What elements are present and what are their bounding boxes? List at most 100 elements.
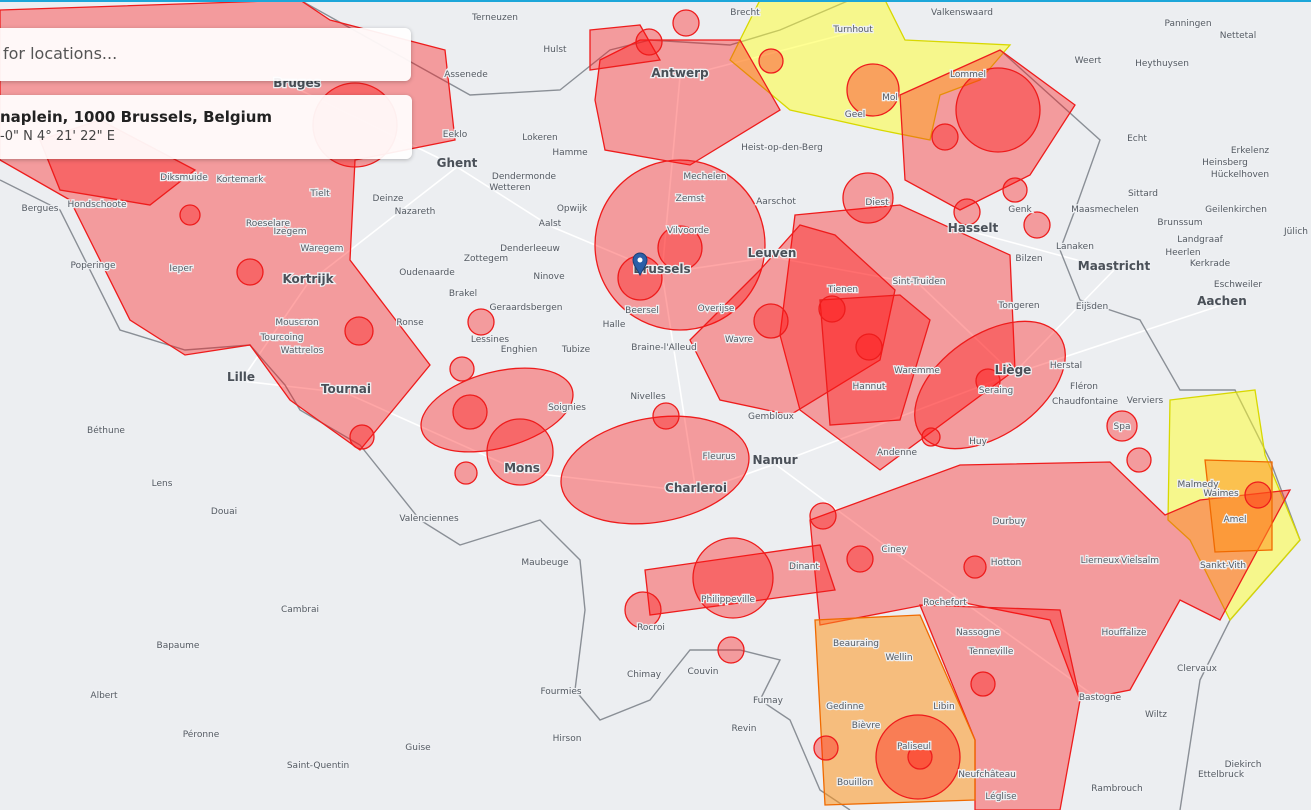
zone[interactable]: [344, 316, 374, 346]
zone[interactable]: [652, 402, 680, 430]
zone[interactable]: [931, 123, 959, 151]
place-label: Lanaken: [1056, 242, 1094, 252]
place-label: Enghien: [501, 345, 538, 355]
search-box[interactable]: for locations...: [0, 28, 411, 81]
place-label: Lessines: [471, 335, 510, 345]
zone[interactable]: [689, 224, 896, 416]
zone[interactable]: [672, 9, 700, 37]
zone[interactable]: [729, 0, 1012, 141]
search-placeholder[interactable]: for locations...: [3, 44, 118, 63]
zone[interactable]: [779, 204, 1016, 471]
zone[interactable]: [758, 48, 784, 74]
zone[interactable]: [452, 394, 488, 430]
place-label: Péronne: [183, 729, 220, 740]
place-label: Lierneux: [1081, 556, 1121, 566]
location-pin[interactable]: [632, 252, 648, 277]
zone[interactable]: [467, 308, 495, 336]
zone[interactable]: [717, 636, 745, 664]
place-label: Bilzen: [1015, 254, 1042, 264]
place-label: Revin: [732, 724, 757, 734]
zone[interactable]: [635, 28, 663, 56]
place-label: Seraing: [979, 386, 1013, 396]
place-label: Ieper: [169, 264, 192, 274]
place-label: Zottegem: [464, 254, 508, 264]
zone[interactable]: [855, 333, 883, 361]
zone[interactable]: [875, 714, 961, 800]
zone[interactable]: [892, 295, 1089, 474]
zone[interactable]: [953, 198, 981, 226]
coordinates: -0" N 4° 21' 22" E: [0, 129, 115, 144]
place-label: Ghent: [437, 156, 478, 170]
zone[interactable]: [899, 49, 1076, 211]
place-label: Namur: [752, 453, 797, 467]
zone[interactable]: [589, 24, 662, 71]
zone[interactable]: [349, 424, 375, 450]
zone[interactable]: [624, 591, 662, 629]
zone[interactable]: [921, 427, 941, 447]
place-label: Rochefort: [923, 598, 967, 608]
zone[interactable]: [846, 545, 874, 573]
place-label: Vielsalm: [1121, 556, 1159, 566]
place-label: Amel: [1224, 515, 1247, 525]
place-label: Liège: [995, 363, 1032, 377]
zone[interactable]: [846, 63, 900, 117]
place-label: Andenne: [877, 448, 918, 458]
place-label: Jülich: [1283, 227, 1308, 237]
place-label: Houffalize: [1102, 628, 1147, 638]
zone[interactable]: [842, 172, 894, 224]
place-label: Sankt-Vith: [1200, 561, 1246, 571]
zone[interactable]: [1204, 459, 1273, 553]
place-label: Maastricht: [1078, 259, 1151, 273]
zone[interactable]: [594, 39, 781, 166]
place-label: Nassogne: [956, 628, 1001, 638]
place-label: Verviers: [1127, 396, 1164, 406]
place-labels: Terneuzen Brecht Valkenswaard Panningen Nett…: [20, 7, 1309, 804]
zone[interactable]: [552, 402, 757, 537]
place-label: Libin: [933, 702, 954, 712]
zone[interactable]: [236, 258, 264, 286]
zone[interactable]: [1023, 211, 1051, 239]
zone[interactable]: [970, 671, 996, 697]
place-label: Rocroi: [637, 623, 665, 633]
zone[interactable]: [179, 204, 201, 226]
place-label: Geel: [845, 110, 866, 120]
place-label: Bapaume: [157, 641, 200, 651]
zone[interactable]: [644, 544, 836, 616]
zone[interactable]: [955, 67, 1041, 153]
place-label: Erkelenz: [1231, 146, 1270, 156]
zone[interactable]: [907, 744, 933, 770]
place-label: Sint-Truiden: [893, 277, 946, 287]
place-label: Leuven: [748, 246, 797, 260]
place-label: Aalst: [539, 219, 562, 229]
zone[interactable]: [449, 356, 475, 382]
zone[interactable]: [963, 555, 987, 579]
pin[interactable]: [632, 252, 648, 277]
zone[interactable]: [692, 537, 774, 619]
zone[interactable]: [1244, 481, 1272, 509]
zone[interactable]: [818, 295, 846, 323]
zone[interactable]: [412, 353, 582, 467]
zone[interactable]: [454, 461, 478, 485]
zone[interactable]: [975, 368, 1001, 394]
place-label: Couvin: [687, 667, 718, 677]
place-label: Kortrijk: [282, 272, 334, 286]
place-label: Beauraing: [833, 639, 879, 649]
zone[interactable]: [486, 418, 554, 486]
zone[interactable]: [594, 159, 766, 331]
zone[interactable]: [753, 303, 789, 339]
zone[interactable]: [657, 225, 703, 271]
place-label: Ninove: [533, 272, 565, 282]
zone[interactable]: [809, 461, 1292, 701]
zone[interactable]: [809, 502, 837, 530]
zone[interactable]: [813, 735, 839, 761]
place-label: Heinsberg: [1202, 158, 1248, 168]
zone[interactable]: [814, 614, 976, 806]
zone[interactable]: [1002, 177, 1028, 203]
zone[interactable]: [1126, 447, 1152, 473]
zone[interactable]: [819, 294, 931, 426]
zone[interactable]: [1106, 410, 1138, 442]
place-label: Heist-op-den-Berg: [741, 143, 823, 153]
place-label: Roeselare: [246, 219, 291, 229]
